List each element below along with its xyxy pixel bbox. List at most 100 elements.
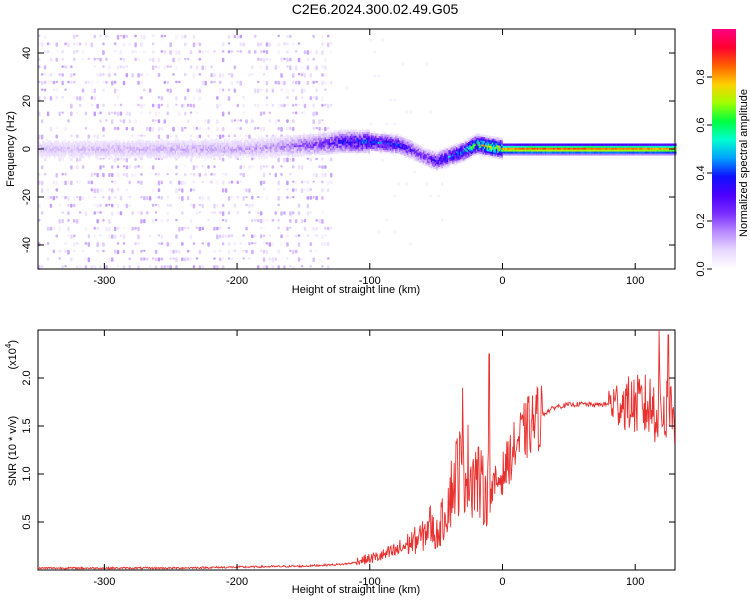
spectrogram-ridge-cell (145, 146, 148, 149)
spectrogram-ridge-cell (320, 148, 323, 152)
spectrogram-noise-cell (327, 103, 330, 109)
spectrogram-ridge-cell (225, 144, 227, 147)
spectrogram-noise-cell (87, 234, 91, 239)
spectrogram-ridge-cell (259, 143, 262, 146)
spectrogram-noise-cell (242, 249, 245, 252)
spectrogram-ridge-cell (335, 147, 337, 150)
spectrogram-ridge-cell (214, 138, 217, 142)
spectrogram-ridge-cell (422, 147, 425, 150)
spectrogram-noise-cell (195, 119, 199, 124)
spectrogram-ridge-cell (491, 147, 494, 151)
spectrogram-ridge-cell (185, 150, 187, 153)
spectrogram-ridge-cell (178, 154, 181, 157)
spectrogram-ridge-cell (396, 137, 398, 140)
spectrogram-ridge-cell (56, 144, 59, 147)
spectrogram-ridge-cell (188, 148, 190, 151)
spectrogram-ridge-cell (287, 137, 290, 140)
spectrogram-ridge-cell (499, 137, 502, 141)
spectrogram-ridge-cell (391, 144, 393, 147)
spectrogram-ridge-cell (242, 142, 244, 145)
spectrogram-ridge-cell (507, 149, 510, 152)
spectrogram-ridge-cell (197, 142, 199, 145)
spectrogram-ridge-cell (169, 156, 171, 159)
spectrogram-ridge-cell (409, 157, 412, 160)
spectrogram-ridge-cell (81, 144, 84, 147)
spectrogram-ridge-cell (298, 146, 300, 149)
spectrogram-noise-cell (184, 226, 187, 230)
spectrogram-ridge-cell (169, 142, 171, 145)
spectrogram-ridge-cell (291, 137, 294, 140)
spectrogram-ridge-cell (485, 146, 487, 149)
spectrogram-ridge-cell (473, 152, 475, 155)
spectrogram-ridge-cell (543, 151, 546, 154)
spectrogram-ridge-cell (138, 144, 141, 147)
spectrogram-ridge-cell (320, 135, 323, 138)
spectrogram-ridge-cell (469, 142, 471, 146)
spectrogram-ridge-cell (490, 153, 493, 156)
spectrogram-ridge-cell (392, 136, 394, 140)
spectrogram-ridge-cell (124, 142, 126, 145)
spectrogram-ridge-cell (542, 149, 544, 152)
spectrogram-ridge-cell (72, 148, 75, 151)
spectrogram-ridge-cell (361, 141, 364, 144)
spectrogram-ridge-cell (477, 141, 479, 144)
spectrogram-ridge-cell (351, 133, 353, 136)
spectrogram-ridge-cell (104, 148, 106, 151)
spectrogram-noise-cell (99, 34, 102, 37)
spectrogram-ridge-cell (79, 156, 81, 159)
spectrogram-noise-cell (157, 180, 161, 186)
spectrogram-ridge-cell (491, 136, 494, 139)
spectrogram-ridge-cell (412, 149, 414, 152)
spectrogram-ridge-cell (479, 153, 482, 156)
spectrogram-noise-cell (38, 96, 41, 101)
spectrogram-ridge-cell (364, 141, 367, 144)
spectrogram-noise-cell (259, 226, 263, 230)
spectrogram-ridge-cell (53, 146, 56, 149)
spectrogram-ridge-cell (268, 146, 271, 149)
spectrogram-ridge-cell (295, 142, 298, 146)
spectrogram-noise-cell (96, 226, 99, 231)
spectrogram-noise-cell (265, 103, 269, 107)
spectrogram-ridge-cell (400, 146, 402, 149)
spectrogram-ridge-cell (156, 154, 158, 157)
spectrogram-noise-cell (143, 88, 146, 92)
spectrogram-noise-cell (143, 219, 146, 224)
spectrogram-ridge-cell (284, 141, 287, 144)
spectrogram-ridge-cell (584, 145, 587, 148)
spectrogram-ridge-cell (209, 154, 211, 157)
spectrogram-noise-cell (90, 96, 94, 100)
spectrogram-ridge-cell (218, 140, 221, 143)
spectrogram-ridge-cell (230, 150, 232, 153)
spectrogram-noise-cell (312, 119, 315, 124)
spectrogram-ridge-cell (373, 148, 376, 151)
spectrogram-ridge-cell (190, 154, 193, 157)
spectrogram-ridge-cell (515, 145, 518, 148)
spectrogram-ridge-cell (194, 146, 197, 149)
spectrogram-ridge-cell (475, 146, 478, 150)
spectrogram-noise-cell (70, 157, 73, 162)
spectrogram-ridge-cell (395, 141, 397, 144)
spectrogram-noise-cell (286, 42, 289, 46)
spectrogram-ridge-cell (348, 131, 351, 134)
spectrogram-ridge-cell (417, 156, 420, 159)
spectrogram-ridge-cell (385, 134, 388, 137)
spectrogram-ridge-cell (340, 137, 343, 140)
spectrogram-ridge-cell (173, 150, 175, 153)
spectrogram-ridge-cell (376, 139, 378, 142)
spectrogram-ridge-cell (287, 135, 290, 138)
spectrogram-ridge-cell (52, 142, 55, 145)
spectrogram-ridge-cell (530, 153, 532, 156)
spectrogram-ridge-cell (47, 142, 49, 145)
spectrogram-ridge-cell (535, 153, 538, 156)
spectrogram-ridge-cell (257, 152, 259, 156)
spectrogram-ridge-cell (226, 146, 228, 149)
spectrogram-noise-cell (70, 180, 73, 186)
spectrogram-ridge-cell (206, 148, 209, 151)
spectrogram-ridge-cell (503, 153, 506, 156)
spectrogram-noise-cell (309, 265, 312, 268)
spectrogram-ridge-cell (185, 148, 187, 151)
spectrogram-noise-cell (43, 157, 47, 162)
spectrogram-ridge-cell (521, 147, 523, 150)
spectrogram-ridge-cell (380, 137, 382, 141)
spectrogram-ridge-cell (271, 155, 274, 159)
